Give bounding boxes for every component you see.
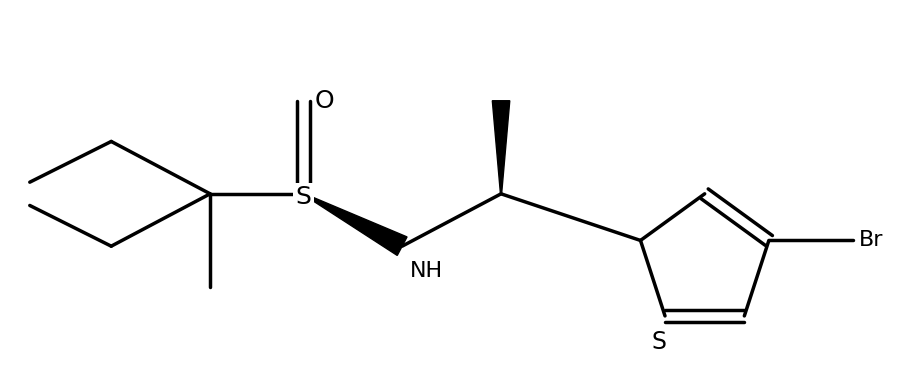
Text: Br: Br (858, 230, 883, 250)
Text: NH: NH (410, 261, 444, 281)
Polygon shape (493, 101, 510, 194)
Text: S: S (652, 330, 666, 354)
Polygon shape (303, 193, 407, 255)
Text: S: S (295, 185, 311, 209)
Text: O: O (315, 89, 335, 113)
